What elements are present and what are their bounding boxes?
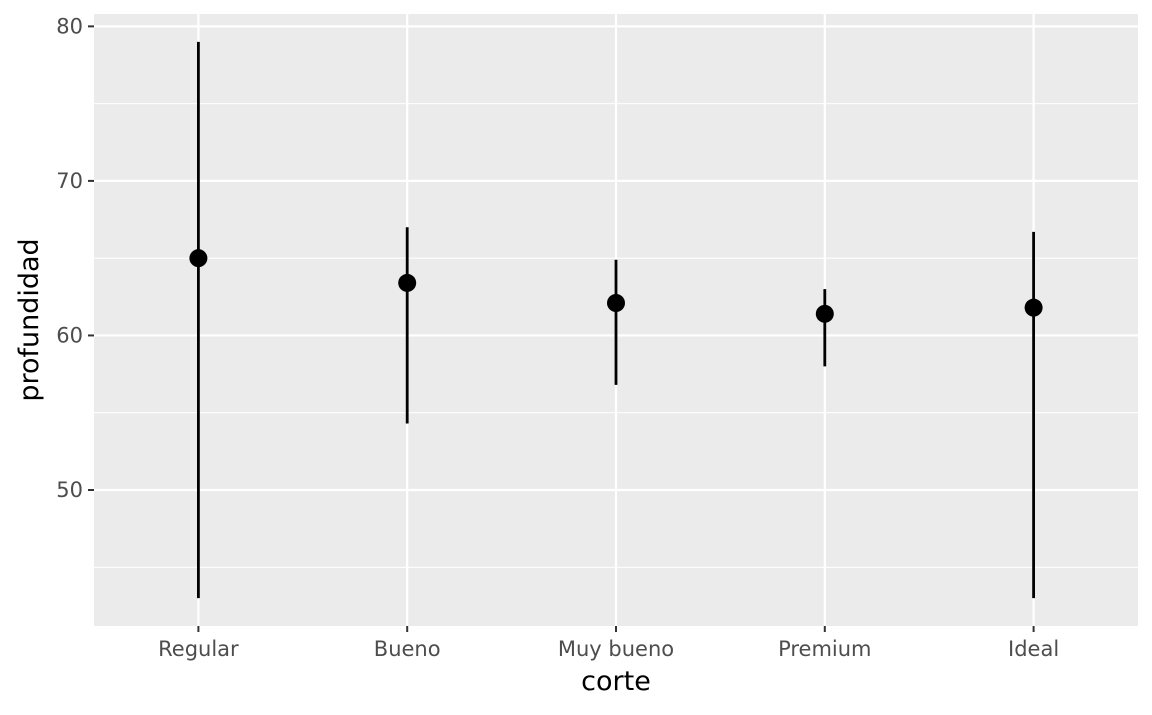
data-point bbox=[398, 273, 417, 292]
x-tick-label: Muy bueno bbox=[558, 637, 674, 661]
x-tick-label: Bueno bbox=[374, 637, 441, 661]
data-point bbox=[815, 304, 834, 323]
y-tick-label: 80 bbox=[56, 14, 83, 38]
x-axis-title: corte bbox=[581, 666, 651, 697]
data-point bbox=[607, 294, 625, 312]
data-point bbox=[189, 249, 208, 268]
data-marks bbox=[189, 41, 1043, 599]
x-tick-label: Ideal bbox=[1008, 637, 1059, 661]
x-tick-label: Regular bbox=[158, 637, 239, 661]
y-axis-title: profundidad bbox=[14, 238, 45, 401]
y-tick-label: 60 bbox=[56, 323, 83, 347]
x-tick-label: Premium bbox=[778, 637, 871, 661]
axes: 50 60 70 80 Regular Bueno Muy bueno Premium Idea… bbox=[56, 14, 1059, 661]
y-tick-label: 50 bbox=[56, 478, 83, 502]
y-tick-label: 70 bbox=[56, 169, 83, 193]
data-point bbox=[1024, 298, 1043, 317]
